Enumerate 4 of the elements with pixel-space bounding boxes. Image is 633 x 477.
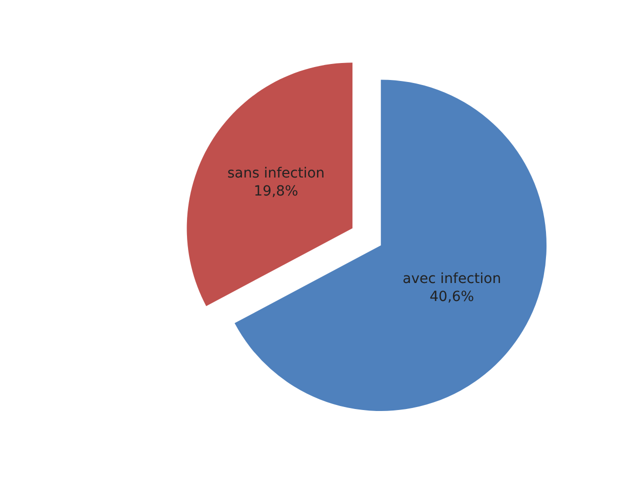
data-label: 19,8% (254, 183, 298, 200)
data-label: 40,6% (430, 289, 474, 306)
slice-label: avec infection (402, 270, 502, 287)
slice-label: sans infection (227, 165, 325, 182)
